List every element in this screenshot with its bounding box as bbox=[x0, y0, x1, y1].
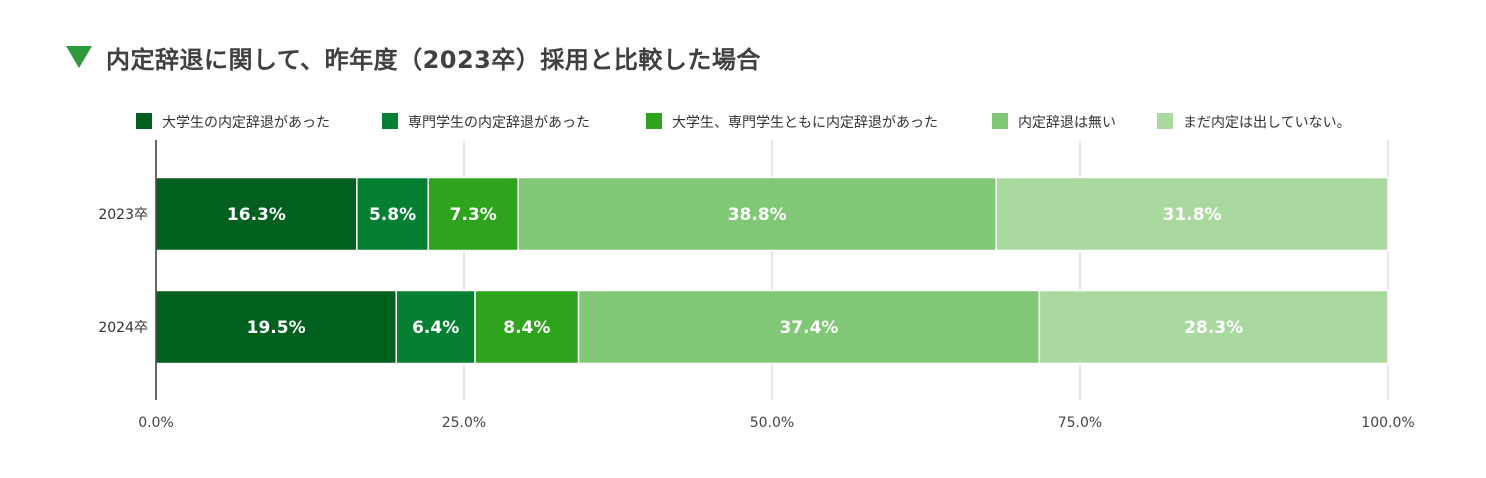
x-tick-label: 25.0% bbox=[442, 415, 486, 431]
legend-swatch bbox=[382, 113, 398, 129]
bar-segment bbox=[1038, 289, 1389, 365]
data-label: 31.8% bbox=[1163, 205, 1222, 225]
legend-swatch bbox=[1157, 113, 1173, 129]
bar-segment bbox=[517, 176, 997, 252]
y-category-label: 2023卒 bbox=[98, 207, 148, 223]
bar-segment bbox=[395, 289, 476, 365]
bar-segment bbox=[995, 176, 1389, 252]
triangle-down-icon bbox=[66, 46, 92, 68]
x-tick-label: 75.0% bbox=[1058, 415, 1102, 431]
chart-title-row: 内定辞退に関して、昨年度（2023卒）採用と比較した場合 bbox=[66, 40, 761, 74]
bar-segment bbox=[427, 176, 519, 252]
data-label: 8.4% bbox=[503, 318, 550, 338]
legend-swatch bbox=[646, 113, 662, 129]
data-label: 19.5% bbox=[247, 318, 306, 338]
legend-label: まだ内定は出していない。 bbox=[1183, 115, 1351, 131]
data-label: 37.4% bbox=[779, 318, 838, 338]
x-tick-label: 0.0% bbox=[138, 415, 174, 431]
x-tick-label: 100.0% bbox=[1361, 415, 1414, 431]
data-label: 16.3% bbox=[227, 205, 286, 225]
data-label: 6.4% bbox=[412, 318, 459, 338]
data-label: 28.3% bbox=[1184, 318, 1243, 338]
legend-swatch bbox=[992, 113, 1008, 129]
y-category-label: 2024卒 bbox=[98, 320, 148, 336]
legend-swatch bbox=[136, 113, 152, 129]
bar-segment bbox=[155, 176, 358, 252]
data-label: 38.8% bbox=[728, 205, 787, 225]
x-tick-label: 50.0% bbox=[750, 415, 794, 431]
data-label: 5.8% bbox=[369, 205, 416, 225]
legend-label: 大学生、専門学生ともに内定辞退があった bbox=[672, 115, 938, 131]
data-label: 7.3% bbox=[450, 205, 497, 225]
chart-title: 内定辞退に関して、昨年度（2023卒）採用と比較した場合 bbox=[106, 45, 761, 74]
legend-label: 内定辞退は無い bbox=[1018, 115, 1116, 131]
legend-label: 大学生の内定辞退があった bbox=[162, 115, 330, 131]
bar-segment bbox=[474, 289, 580, 365]
legend-label: 専門学生の内定辞退があった bbox=[408, 115, 590, 131]
